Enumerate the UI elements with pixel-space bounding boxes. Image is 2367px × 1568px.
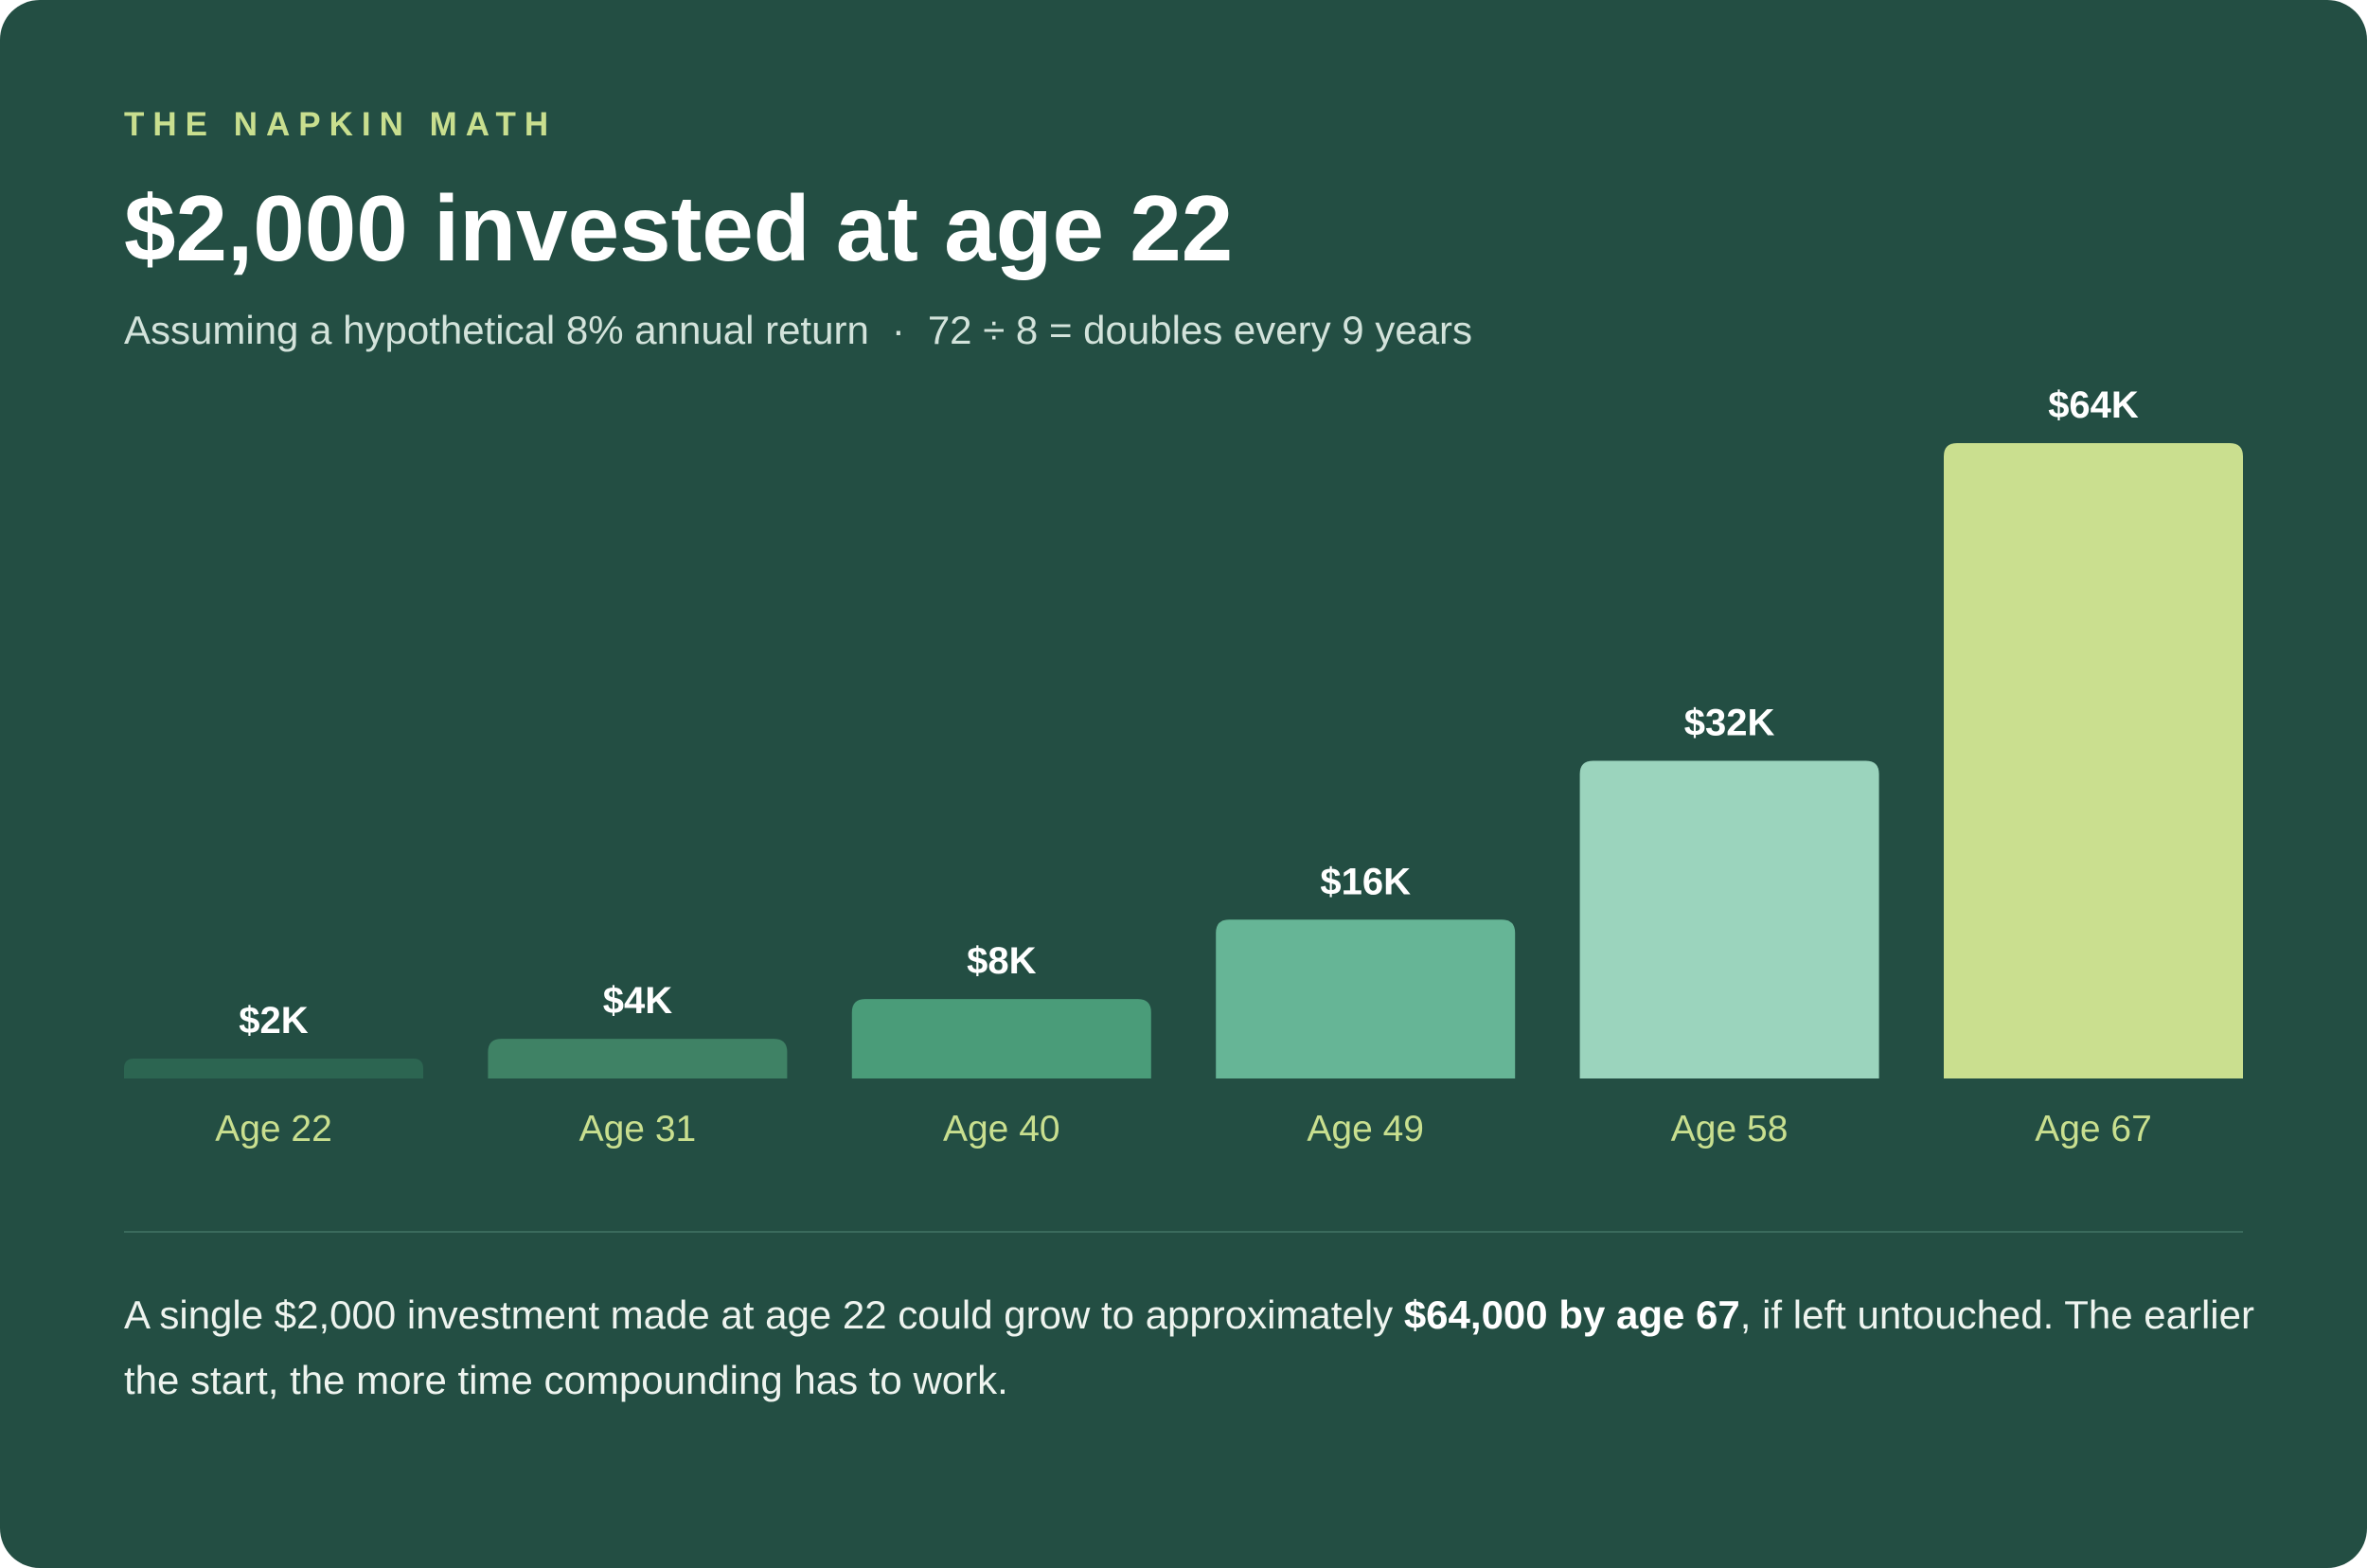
caption-text-after: , if left untouched. The earlier the sta… [124,1292,2254,1402]
chart-caption: A single $2,000 investment made at age 2… [124,1282,2254,1413]
category-label: Age 40 [943,1109,1060,1149]
category-label: Age 22 [215,1109,332,1149]
bar-age-67 [1944,443,2243,1078]
bar-value-label: $8K [967,940,1036,982]
subtitle-rule: 72 ÷ 8 = doubles every 9 years [927,308,1473,352]
category-label: Age 67 [2035,1109,2152,1149]
bar-age-31 [488,1039,788,1078]
bar-age-22 [124,1059,423,1078]
chart-subtitle: Assuming a hypothetical 8% annual return… [124,307,1472,354]
bar-age-40 [851,999,1151,1078]
bar-value-label: $16K [1320,861,1411,902]
subtitle-assumption: Assuming a hypothetical 8% annual return [124,308,869,352]
divider [124,1231,2243,1233]
chart-title: $2,000 invested at age 22 [124,176,1234,280]
bar-age-49 [1216,919,1516,1078]
bar-age-58 [1579,760,1879,1078]
bar-value-label: $32K [1684,703,1775,744]
category-label: Age 31 [579,1109,697,1149]
category-label: Age 58 [1671,1109,1789,1149]
eyebrow-label: THE NAPKIN MATH [124,106,558,143]
bar-value-label: $4K [603,980,672,1022]
caption-text-before: A single $2,000 investment made at age 2… [124,1292,1404,1337]
caption-highlight: $64,000 by age 67 [1403,1292,1740,1337]
subtitle-separator: · [891,308,905,352]
bar-value-label: $64K [2048,384,2139,426]
category-label: Age 49 [1307,1109,1424,1149]
bar-value-label: $2K [239,1000,308,1042]
